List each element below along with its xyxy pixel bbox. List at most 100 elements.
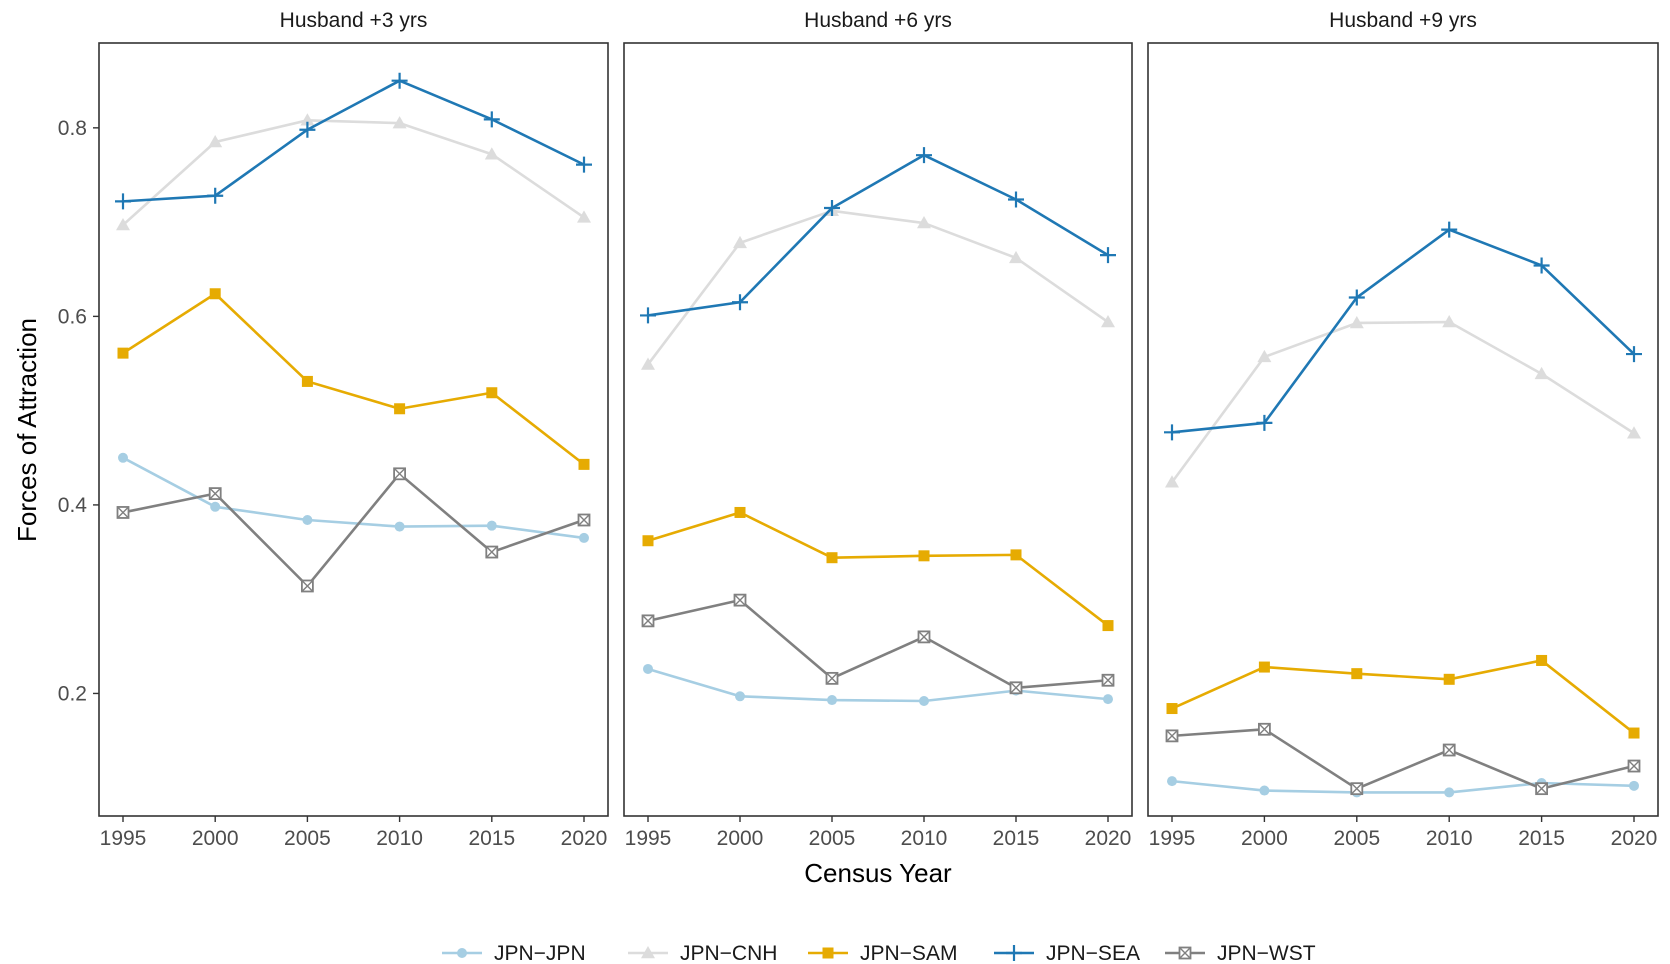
x-tick-label: 2000	[192, 827, 239, 850]
series	[116, 113, 591, 231]
data-point	[300, 113, 315, 126]
data-point	[1444, 787, 1455, 798]
legend-item: JPN−SAM	[808, 942, 957, 964]
data-point	[1165, 475, 1179, 488]
data-point	[577, 210, 591, 223]
data-point	[1258, 661, 1270, 673]
y-axis: 0.2 0.4 0.6 0.8	[58, 117, 99, 705]
x-tick-label: 2010	[901, 827, 948, 850]
legend-item: JPN−JPN	[442, 942, 586, 964]
data-point	[209, 288, 221, 300]
data-point	[207, 187, 224, 204]
data-point	[391, 72, 408, 89]
legend-item: JPN−WST	[1165, 942, 1316, 964]
data-point	[733, 235, 747, 249]
data-point	[919, 695, 929, 706]
series-line	[647, 511, 1109, 627]
legend: JPN−JPN JPN−CNH JPN−SAM JPN−SEA JPN−WST	[442, 942, 1316, 964]
series	[641, 203, 1115, 370]
data-point	[394, 403, 406, 415]
legend-key-marker	[822, 947, 834, 959]
panel-border	[623, 42, 1133, 817]
data-point	[1348, 289, 1365, 306]
data-point	[1351, 668, 1363, 680]
data-point	[1350, 782, 1364, 796]
series	[116, 467, 591, 593]
data-point	[1442, 315, 1457, 328]
data-point	[827, 695, 837, 706]
y-tick-label: 0.8	[58, 117, 87, 140]
x-tick-label: 2010	[1426, 827, 1473, 850]
x-axis-title: Census Year	[804, 858, 952, 888]
legend-key-marker	[641, 946, 655, 959]
data-point	[302, 514, 313, 525]
data-point	[734, 506, 746, 518]
series	[118, 452, 589, 543]
series	[117, 288, 590, 470]
data-point	[208, 134, 223, 148]
data-point	[1009, 681, 1023, 695]
x-tick-label: 2015	[468, 827, 515, 850]
x-tick-label: 2010	[376, 827, 423, 850]
data-point	[1259, 785, 1270, 796]
facet-title: Husband +3 yrs	[280, 9, 428, 32]
data-point	[117, 347, 129, 359]
data-point	[116, 506, 130, 519]
data-point	[735, 691, 745, 702]
legend-label: JPN−CNH	[680, 942, 777, 964]
data-point	[917, 216, 931, 229]
facet-panel: Husband +3 yrs 1995 2000 2005 2010 2015 2020	[98, 9, 609, 850]
data-point	[641, 614, 655, 628]
data-point	[577, 513, 591, 527]
data-point	[1009, 250, 1023, 264]
series-line	[647, 598, 1109, 690]
series	[1166, 654, 1640, 739]
data-point	[1535, 782, 1548, 796]
data-point	[1164, 424, 1180, 441]
data-point	[118, 452, 128, 463]
legend-label: JPN−JPN	[494, 942, 586, 964]
data-point	[394, 521, 405, 532]
x-tick-label: 2005	[1333, 827, 1380, 850]
x-tick-label: 2005	[809, 827, 856, 850]
series-line	[1170, 320, 1635, 484]
data-point	[1258, 722, 1271, 736]
x-tick-label: 2000	[717, 827, 764, 850]
series-line	[647, 667, 1109, 703]
data-point	[1165, 729, 1179, 743]
data-point	[301, 375, 313, 387]
x-tick-label: 2020	[561, 827, 608, 850]
data-point	[486, 520, 497, 531]
x-tick-label: 2005	[284, 827, 331, 850]
y-tick-label: 0.2	[58, 682, 87, 705]
data-point	[116, 217, 130, 231]
x-tick-label: 2020	[1611, 827, 1658, 850]
data-point	[1008, 191, 1024, 208]
data-point	[299, 121, 316, 138]
data-point	[1101, 315, 1115, 328]
series-line	[1171, 779, 1635, 794]
data-point	[1627, 426, 1641, 439]
data-point	[1441, 221, 1458, 238]
data-point	[1627, 759, 1641, 773]
data-point	[486, 387, 498, 399]
data-point	[733, 593, 747, 607]
x-tick-label: 2020	[1085, 827, 1132, 850]
series-line	[122, 472, 585, 588]
data-point	[1102, 620, 1114, 632]
data-point	[1166, 703, 1178, 715]
data-point	[640, 307, 656, 324]
series-line	[647, 153, 1109, 317]
data-point	[578, 458, 590, 470]
y-axis-title: Forces of Attraction	[12, 318, 42, 542]
data-point	[917, 630, 931, 644]
panel-border	[98, 42, 609, 817]
data-point	[1100, 247, 1116, 264]
series-line	[122, 79, 585, 203]
data-point	[1626, 346, 1642, 363]
series	[115, 72, 592, 210]
data-point	[642, 535, 654, 547]
panel-border	[1147, 42, 1659, 817]
